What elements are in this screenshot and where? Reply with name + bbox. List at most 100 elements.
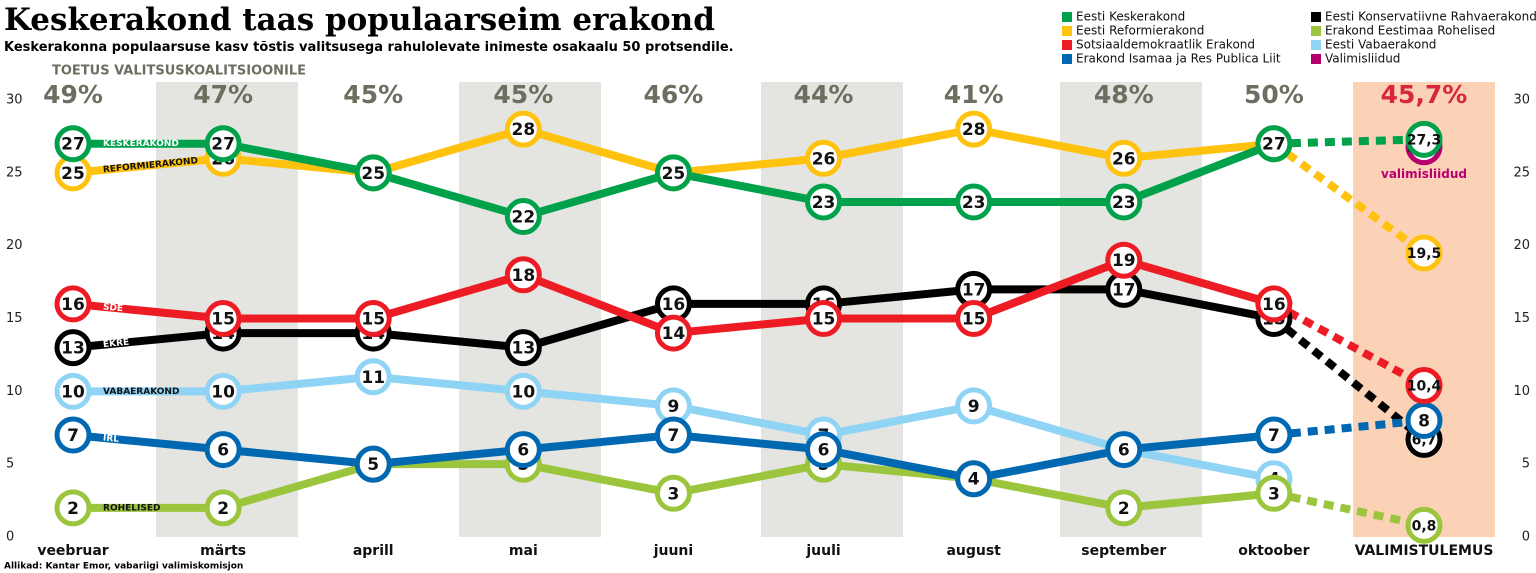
point bbox=[805, 431, 843, 469]
value-label: 0,8 bbox=[1412, 518, 1437, 534]
point bbox=[504, 431, 542, 469]
x-tick-label: oktoober bbox=[1238, 543, 1309, 559]
point bbox=[1105, 431, 1143, 469]
x-tick-label: märts bbox=[200, 543, 246, 559]
y2-tick-label: 30 bbox=[1513, 93, 1530, 108]
value-label: 3 bbox=[1268, 484, 1280, 504]
series-line-result bbox=[1273, 416, 1425, 440]
point bbox=[354, 445, 392, 483]
point bbox=[1255, 125, 1293, 163]
value-label: 28 bbox=[962, 120, 986, 140]
value-label: 26 bbox=[812, 149, 836, 169]
x-tick-label: mai bbox=[509, 543, 538, 559]
point bbox=[1405, 367, 1443, 405]
y2-tick-label: 10 bbox=[1513, 384, 1530, 399]
value-label: 10 bbox=[511, 382, 535, 402]
point bbox=[204, 300, 242, 337]
value-label: 4 bbox=[968, 470, 980, 490]
markers: valimisliidud VABAERAKOND ROHELISED EKRE IRL… bbox=[54, 110, 1467, 544]
value-label: 10 bbox=[211, 382, 235, 402]
x-tick-label: VALIMISTULEMUS bbox=[1355, 543, 1494, 559]
point bbox=[54, 416, 92, 454]
value-label: 25 bbox=[662, 164, 686, 184]
value-label: 27 bbox=[1262, 135, 1286, 155]
series-line-result bbox=[1271, 140, 1427, 257]
y-tick-label: 5 bbox=[6, 457, 14, 472]
support-label: 47% bbox=[193, 80, 253, 109]
series-line-label: VABAERAKOND bbox=[103, 387, 179, 397]
value-label: 15 bbox=[361, 310, 385, 330]
value-label: 25 bbox=[361, 164, 385, 184]
series-line-label: valimisliidud bbox=[1381, 167, 1467, 181]
value-label: 14 bbox=[662, 324, 686, 344]
x-tick-label: juuni bbox=[653, 543, 694, 559]
value-label: 6 bbox=[217, 441, 229, 461]
series-line-label: EKRE bbox=[103, 338, 130, 350]
value-label: 17 bbox=[962, 280, 986, 300]
legend-swatch bbox=[1311, 12, 1321, 22]
point bbox=[1405, 401, 1443, 439]
support-label: 45% bbox=[493, 80, 553, 109]
value-label: 27 bbox=[211, 135, 235, 155]
y-tick-label: 10 bbox=[6, 384, 23, 399]
point bbox=[805, 183, 843, 221]
point bbox=[1255, 285, 1293, 323]
point bbox=[1105, 139, 1143, 177]
support-label: 46% bbox=[644, 80, 704, 109]
series-line-result bbox=[1273, 489, 1425, 530]
value-label: 9 bbox=[668, 397, 680, 417]
y2-tick-label: 15 bbox=[1513, 311, 1530, 326]
support-label: 41% bbox=[944, 80, 1004, 109]
value-label: 28 bbox=[511, 120, 535, 140]
x-tick-label: august bbox=[946, 543, 1001, 559]
point bbox=[504, 110, 542, 148]
point bbox=[805, 300, 843, 337]
x-tick-label: aprill bbox=[353, 543, 394, 559]
point bbox=[1105, 183, 1143, 221]
legend-label: Erakond Eestimaa Rohelised bbox=[1325, 24, 1495, 38]
value-label: 6 bbox=[818, 441, 830, 461]
y-tick-label: 0 bbox=[6, 530, 14, 545]
value-label: 13 bbox=[61, 339, 85, 359]
value-label: 23 bbox=[812, 193, 836, 213]
point bbox=[805, 139, 843, 177]
value-label: 7 bbox=[1268, 426, 1280, 446]
point bbox=[654, 154, 692, 192]
value-label: 17 bbox=[1112, 280, 1136, 300]
point bbox=[955, 387, 993, 425]
value-label: 27,3 bbox=[1407, 132, 1442, 148]
value-label: 16 bbox=[662, 295, 686, 315]
series-line-result bbox=[1273, 135, 1425, 148]
x-tick-label: juuli bbox=[805, 543, 840, 559]
point bbox=[504, 329, 542, 367]
point bbox=[955, 110, 993, 148]
legend-label: Eesti Vabaerakond bbox=[1325, 38, 1436, 52]
point bbox=[1405, 234, 1443, 272]
value-label: 19,5 bbox=[1407, 246, 1442, 262]
y2-tick-label: 0 bbox=[1522, 530, 1530, 545]
support-label: 44% bbox=[794, 80, 854, 109]
legend-swatch bbox=[1062, 54, 1072, 64]
value-label: 15 bbox=[211, 310, 235, 330]
value-label: 3 bbox=[668, 484, 680, 504]
point bbox=[1105, 241, 1143, 279]
point bbox=[204, 125, 242, 163]
support-label: 48% bbox=[1094, 80, 1154, 109]
value-label: 23 bbox=[1112, 193, 1136, 213]
value-label: 22 bbox=[511, 208, 535, 228]
legend-label: Valimisliidud bbox=[1325, 52, 1400, 66]
point bbox=[204, 489, 242, 527]
value-label: 26 bbox=[1112, 149, 1136, 169]
support-label: 49% bbox=[43, 80, 103, 109]
chart-subtitle: Keskerakonna populaarsuse kasv tõstis va… bbox=[4, 40, 734, 55]
value-label: 11 bbox=[361, 368, 385, 388]
legend-label: Eesti Konservatiivne Rahvaerakond bbox=[1325, 10, 1536, 24]
y2-tick-label: 25 bbox=[1513, 165, 1530, 180]
point bbox=[654, 314, 692, 352]
value-label: 25 bbox=[61, 164, 85, 184]
series-line-label: KESKERAKOND bbox=[103, 139, 179, 149]
series-line-label: ROHELISED bbox=[103, 503, 160, 513]
value-label: 10,4 bbox=[1407, 379, 1442, 395]
support-label: 50% bbox=[1244, 80, 1304, 109]
value-label: 15 bbox=[962, 310, 986, 330]
